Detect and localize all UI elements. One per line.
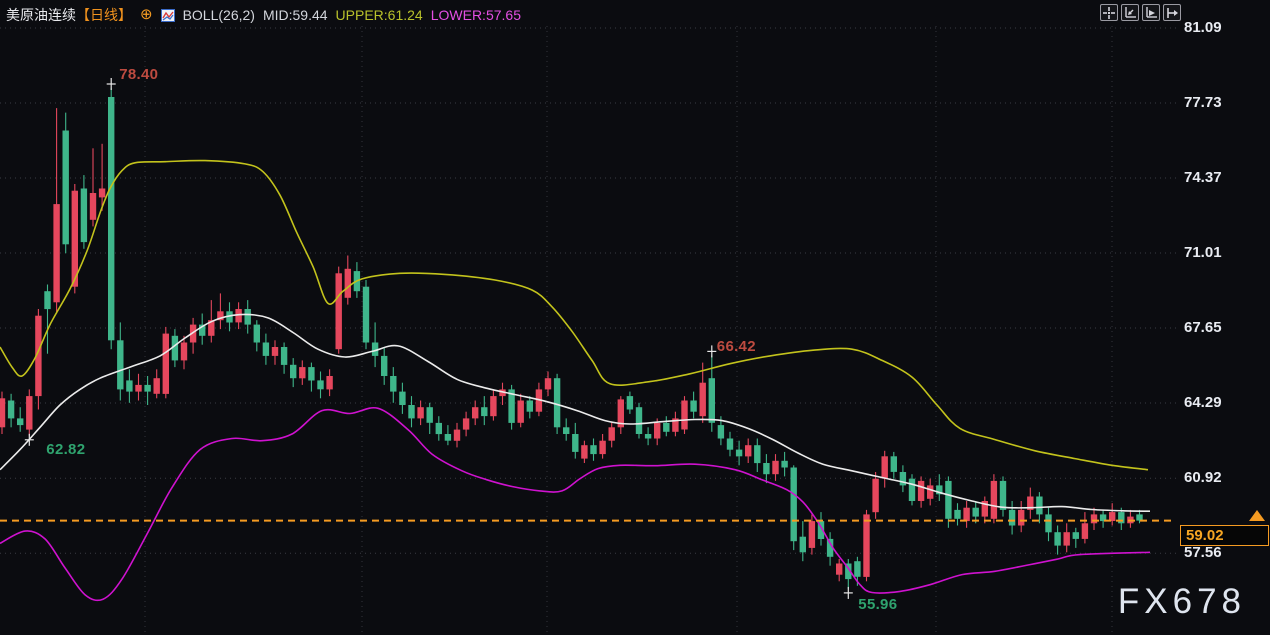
y-axis-label: 67.65: [1184, 318, 1222, 336]
boll-lower-value: LOWER:57.65: [430, 7, 521, 23]
axis-arrow-left-icon: [1124, 6, 1136, 19]
indicator-name-label: BOLL(26,2): [182, 7, 255, 23]
y-axis-label: 81.09: [1184, 19, 1222, 36]
high-price-annotation: 66.42: [716, 338, 756, 356]
y-axis-label: 74.37: [1184, 168, 1222, 186]
chart-toolbar: [1100, 4, 1181, 21]
bar-arrow-right-icon: [1166, 7, 1178, 19]
indicator-chart-icon: [160, 8, 175, 22]
crosshair-button[interactable]: [1100, 4, 1118, 21]
low-price-annotation: 55.96: [858, 595, 898, 613]
period-label[interactable]: 【日线】: [76, 7, 132, 23]
boll-mid-value: MID:59.44: [262, 7, 328, 23]
axis-play-icon: [1145, 6, 1157, 19]
price-pointer-icon: [1249, 510, 1265, 521]
crosshair-icon: [1103, 6, 1115, 19]
last-price-tag: 59.02: [1180, 525, 1269, 546]
y-axis-label: 57.56: [1184, 544, 1222, 562]
y-axis-label: 64.29: [1184, 393, 1222, 411]
y-axis-label: 60.92: [1184, 469, 1222, 487]
zoom-axis-back-button[interactable]: [1121, 4, 1139, 21]
go-to-latest-button[interactable]: [1163, 4, 1181, 21]
boll-upper-value: UPPER:61.24: [335, 7, 423, 23]
y-axis-label: 77.73: [1184, 93, 1222, 111]
low-price-annotation: 62.82: [46, 440, 86, 458]
high-price-annotation: 78.40: [119, 66, 159, 84]
symbol-name: 美原油连续: [6, 7, 76, 23]
add-indicator-icon[interactable]: ⊕: [140, 6, 153, 23]
y-axis-label: 71.01: [1184, 243, 1222, 261]
symbol-title: 美原油连续【日线】: [6, 5, 132, 25]
watermark: FX678: [1117, 582, 1246, 621]
chart-header: 美原油连续【日线】 ⊕ BOLL(26,2) MID:59.44 UPPER:6…: [6, 5, 521, 25]
auto-scale-button[interactable]: [1142, 4, 1160, 21]
